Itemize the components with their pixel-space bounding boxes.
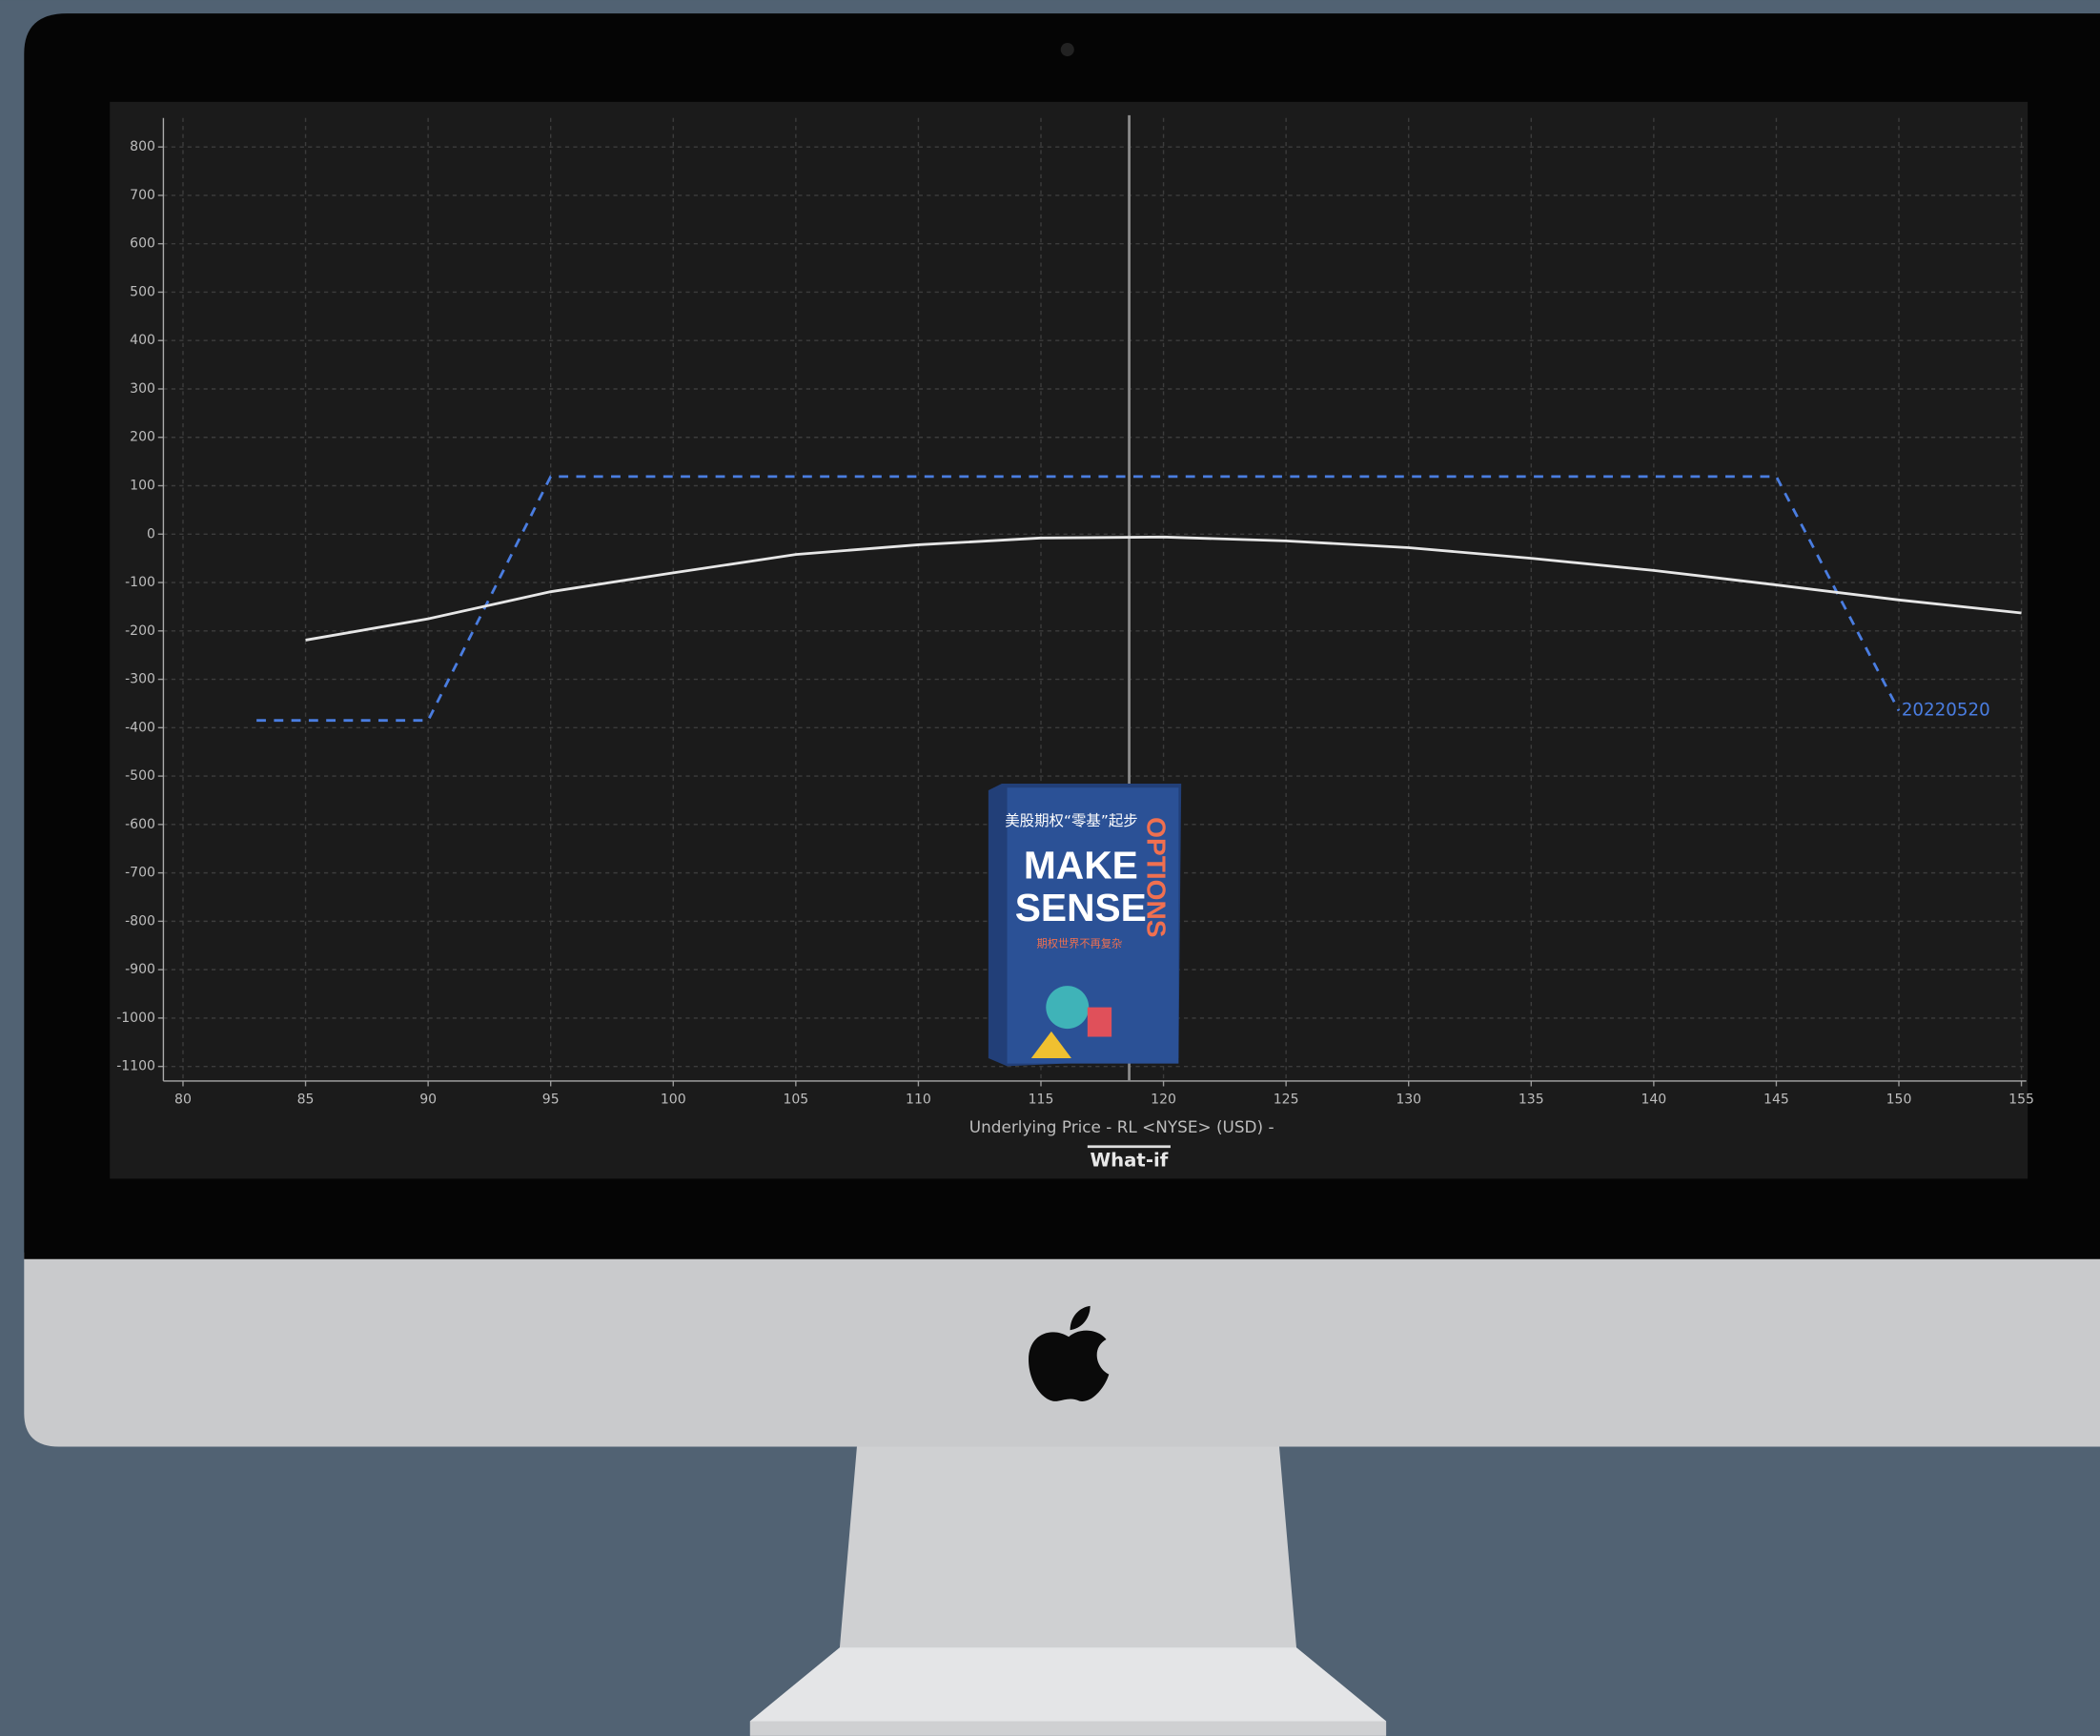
x-tick-label: 155 — [2008, 1093, 2034, 1108]
x-tick-label: 150 — [1886, 1093, 1912, 1108]
book-illustration — [1030, 1031, 1071, 1059]
y-tick-label: -500 — [125, 768, 155, 784]
book-top: 美股期权“零基”起步 — [1005, 812, 1138, 829]
y-tick-label: -700 — [125, 866, 155, 881]
y-tick-label: 500 — [130, 284, 155, 299]
y-tick-label: -1000 — [116, 1011, 155, 1026]
what-if-button[interactable]: What-if — [1090, 1150, 1168, 1172]
x-tick-label: 125 — [1274, 1093, 1299, 1108]
y-tick-label: 0 — [147, 526, 155, 541]
y-tick-label: -900 — [125, 962, 155, 977]
book-illustration — [1046, 986, 1090, 1030]
y-tick-label: -800 — [125, 913, 155, 929]
y-tick-label: -1100 — [116, 1059, 155, 1074]
series-line — [305, 535, 2022, 642]
book: 美股期权“零基”起步 MAKE SENSE 期权世界不再复杂 OPTIONS — [988, 783, 1182, 1067]
x-tick-label: 100 — [661, 1093, 686, 1108]
x-tick-label: 145 — [1764, 1093, 1789, 1108]
stand-base — [749, 1647, 1387, 1722]
x-tick-label: 120 — [1151, 1093, 1176, 1108]
series-label: 20220520 — [1902, 701, 1990, 721]
apple-logo — [1029, 1305, 1110, 1401]
x-tick-label: 105 — [783, 1093, 808, 1108]
y-tick-label: -200 — [125, 623, 155, 639]
y-tick-label: 200 — [130, 430, 155, 445]
y-tick-label: -100 — [125, 575, 155, 590]
y-tick-label: -300 — [125, 672, 155, 687]
y-tick-label: 600 — [130, 236, 155, 252]
x-tick-label: 90 — [419, 1093, 437, 1108]
y-tick-label: -400 — [125, 720, 155, 735]
series-line — [256, 475, 1901, 723]
book-title: MAKE — [1024, 843, 1138, 887]
x-tick-label: 80 — [174, 1093, 192, 1108]
x-tick-label: 130 — [1396, 1093, 1421, 1108]
x-tick-label: 85 — [297, 1093, 315, 1108]
x-axis-label: Underlying Price - RL <NYSE> (USD) - — [969, 1117, 1274, 1136]
y-tick-label: 700 — [130, 188, 155, 203]
y-tick-label: 800 — [130, 139, 155, 154]
y-tick-label: 100 — [130, 479, 155, 494]
x-tick-label: 110 — [906, 1093, 931, 1108]
book-subtitle: 期权世界不再复杂 — [1037, 937, 1123, 950]
y-tick-label: -600 — [125, 817, 155, 832]
camera — [1060, 43, 1074, 57]
x-tick-label: 115 — [1029, 1093, 1054, 1108]
y-tick-label: 300 — [130, 381, 155, 397]
book-side: OPTIONS — [1142, 817, 1172, 937]
x-tick-label: 140 — [1641, 1093, 1666, 1108]
y-tick-label: 400 — [130, 333, 155, 348]
x-tick-label: 95 — [542, 1093, 560, 1108]
book-illustration — [1087, 1007, 1112, 1037]
book-title: SENSE — [1015, 886, 1147, 929]
x-tick-label: 135 — [1519, 1093, 1544, 1108]
